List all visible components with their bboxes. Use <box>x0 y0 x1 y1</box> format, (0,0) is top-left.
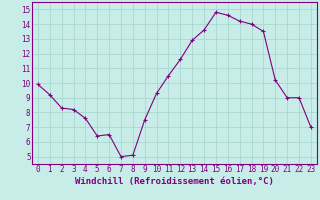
X-axis label: Windchill (Refroidissement éolien,°C): Windchill (Refroidissement éolien,°C) <box>75 177 274 186</box>
